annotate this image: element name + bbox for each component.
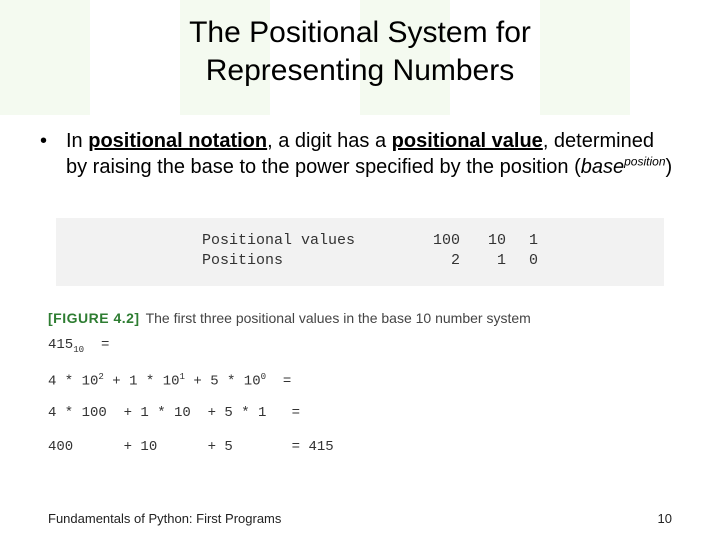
bullet-dot: •	[40, 128, 47, 154]
pos-val-1: 1	[518, 232, 538, 249]
position-0: 0	[518, 252, 538, 269]
position-2: 2	[420, 252, 460, 269]
bullet-term-positional-notation: positional notation	[88, 130, 267, 152]
bullet-pre: In	[66, 130, 88, 152]
positional-values-table: Positional values 100 10 1 Positions 2 1…	[56, 218, 664, 286]
worked-line-2: 4 * 102 + 1 * 101 + 5 * 100 =	[48, 372, 334, 406]
figure-caption-text: The first three positional values in the…	[146, 310, 531, 326]
row-label-positional-values: Positional values	[202, 232, 355, 249]
bullet-close: )	[666, 156, 673, 178]
figure-caption: [FIGURE 4.2] The first three positional v…	[48, 310, 531, 326]
footer-source: Fundamentals of Python: First Programs	[48, 511, 281, 526]
bullet-mid1: , a digit has a	[267, 130, 392, 152]
pos-val-100: 100	[420, 232, 460, 249]
w2-tail: =	[266, 374, 291, 390]
worked-line-4: 400 + 10 + 5 = 415	[48, 440, 334, 474]
w2-c: + 5 * 10	[185, 374, 261, 390]
position-1: 1	[476, 252, 506, 269]
title-line-2: Representing Numbers	[206, 54, 514, 87]
bullet-sup-word: position	[624, 154, 665, 168]
w1-tail: =	[84, 337, 109, 353]
bullet-base-word: base	[581, 156, 624, 178]
worked-example: 41510 = 4 * 102 + 1 * 101 + 5 * 100 = 4 …	[48, 338, 334, 474]
bullet-text: In positional notation, a digit has a po…	[66, 128, 680, 180]
slide-title: The Positional System for Representing N…	[0, 14, 720, 89]
page-number: 10	[658, 511, 672, 526]
bullet-term-positional-value: positional value	[392, 130, 543, 152]
title-line-1: The Positional System for	[189, 16, 531, 49]
bullet-item: • In positional notation, a digit has a …	[40, 128, 680, 180]
w1-sub: 10	[73, 344, 84, 355]
pos-val-10: 10	[476, 232, 506, 249]
w2-b: + 1 * 10	[104, 374, 180, 390]
slide: The Positional System for Representing N…	[0, 0, 720, 540]
worked-line-3: 4 * 100 + 1 * 10 + 5 * 1 =	[48, 406, 334, 440]
row-label-positions: Positions	[202, 252, 283, 269]
figure-tag: [FIGURE 4.2]	[48, 310, 140, 326]
w2-a: 4 * 10	[48, 374, 98, 390]
worked-line-1: 41510 =	[48, 338, 334, 372]
w1-num: 415	[48, 337, 73, 353]
